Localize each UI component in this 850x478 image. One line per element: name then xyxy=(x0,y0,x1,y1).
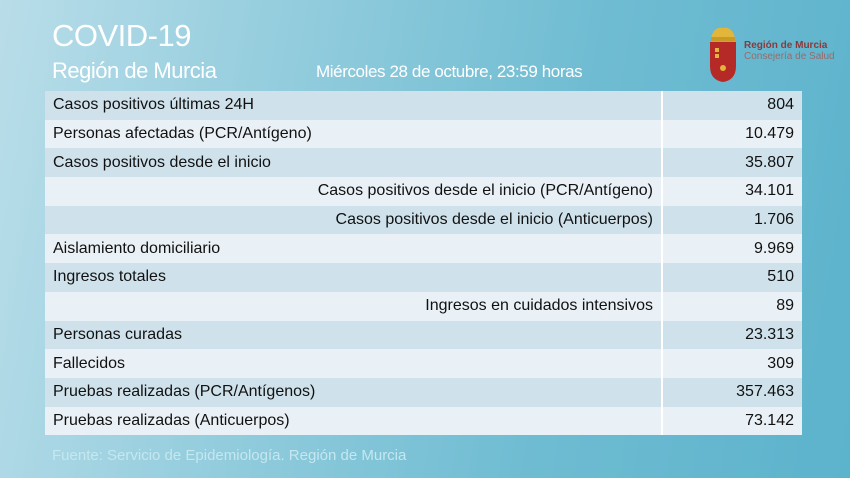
row-label: Casos positivos desde el inicio (Anticue… xyxy=(45,205,662,235)
row-value: 357.463 xyxy=(661,377,802,407)
row-label: Casos positivos desde el inicio (PCR/Ant… xyxy=(45,177,662,206)
row-value: 1.706 xyxy=(661,205,802,235)
table-row: Casos positivos desde el inicio (Anticue… xyxy=(45,205,802,235)
row-value: 804 xyxy=(661,91,802,120)
row-label: Ingresos en cuidados intensivos xyxy=(45,291,662,321)
row-label: Ingresos totales xyxy=(45,263,662,292)
logo-line-1: Región de Murcia xyxy=(744,40,828,51)
table-row: Aislamiento domiciliario 9.969 xyxy=(45,234,802,264)
source-note: Fuente: Servicio de Epidemiología. Regió… xyxy=(52,447,407,464)
row-label: Aislamiento domiciliario xyxy=(45,234,662,264)
table-row: Ingresos totales 510 xyxy=(45,263,802,292)
row-label: Casos positivos últimas 24H xyxy=(45,91,662,120)
row-value: 34.101 xyxy=(661,177,802,206)
logo-line-2: Consejería de Salud xyxy=(744,51,835,62)
row-label: Personas curadas xyxy=(45,320,662,350)
row-label: Personas afectadas (PCR/Antígeno) xyxy=(45,119,662,149)
table-row: Casos positivos últimas 24H 804 xyxy=(45,91,802,120)
row-value: 10.479 xyxy=(661,119,802,149)
region-logo: Región de Murcia Consejería de Salud xyxy=(706,24,846,84)
report-date: Miércoles 28 de octubre, 23:59 horas xyxy=(316,62,583,81)
row-value: 73.142 xyxy=(661,406,802,436)
row-value: 9.969 xyxy=(661,234,802,264)
row-label: Pruebas realizadas (PCR/Antígenos) xyxy=(45,377,662,407)
row-value: 89 xyxy=(661,291,802,321)
table-row: Personas curadas 23.313 xyxy=(45,320,802,350)
row-value: 35.807 xyxy=(661,148,802,178)
row-value: 309 xyxy=(661,349,802,378)
region-subtitle: Región de Murcia xyxy=(52,58,217,83)
table-row: Casos positivos desde el inicio 35.807 xyxy=(45,148,802,178)
table-row: Casos positivos desde el inicio (PCR/Ant… xyxy=(45,177,802,206)
table-row: Fallecidos 309 xyxy=(45,349,802,378)
statistics-table: Casos positivos últimas 24H 804 Personas a… xyxy=(45,91,802,436)
row-label: Pruebas realizadas (Anticuerpos) xyxy=(45,406,662,436)
row-value: 23.313 xyxy=(661,320,802,350)
row-label: Fallecidos xyxy=(45,349,662,378)
table-row: Pruebas realizadas (PCR/Antígenos) 357.46… xyxy=(45,377,802,407)
row-value: 510 xyxy=(661,263,802,292)
table-row: Pruebas realizadas (Anticuerpos) 73.142 xyxy=(45,406,802,436)
table-row: Ingresos en cuidados intensivos 89 xyxy=(45,291,802,321)
page-title: COVID-19 xyxy=(52,18,191,53)
row-label: Casos positivos desde el inicio xyxy=(45,148,662,178)
coat-of-arms-icon xyxy=(710,27,736,82)
table-row: Personas afectadas (PCR/Antígeno) 10.479 xyxy=(45,119,802,149)
